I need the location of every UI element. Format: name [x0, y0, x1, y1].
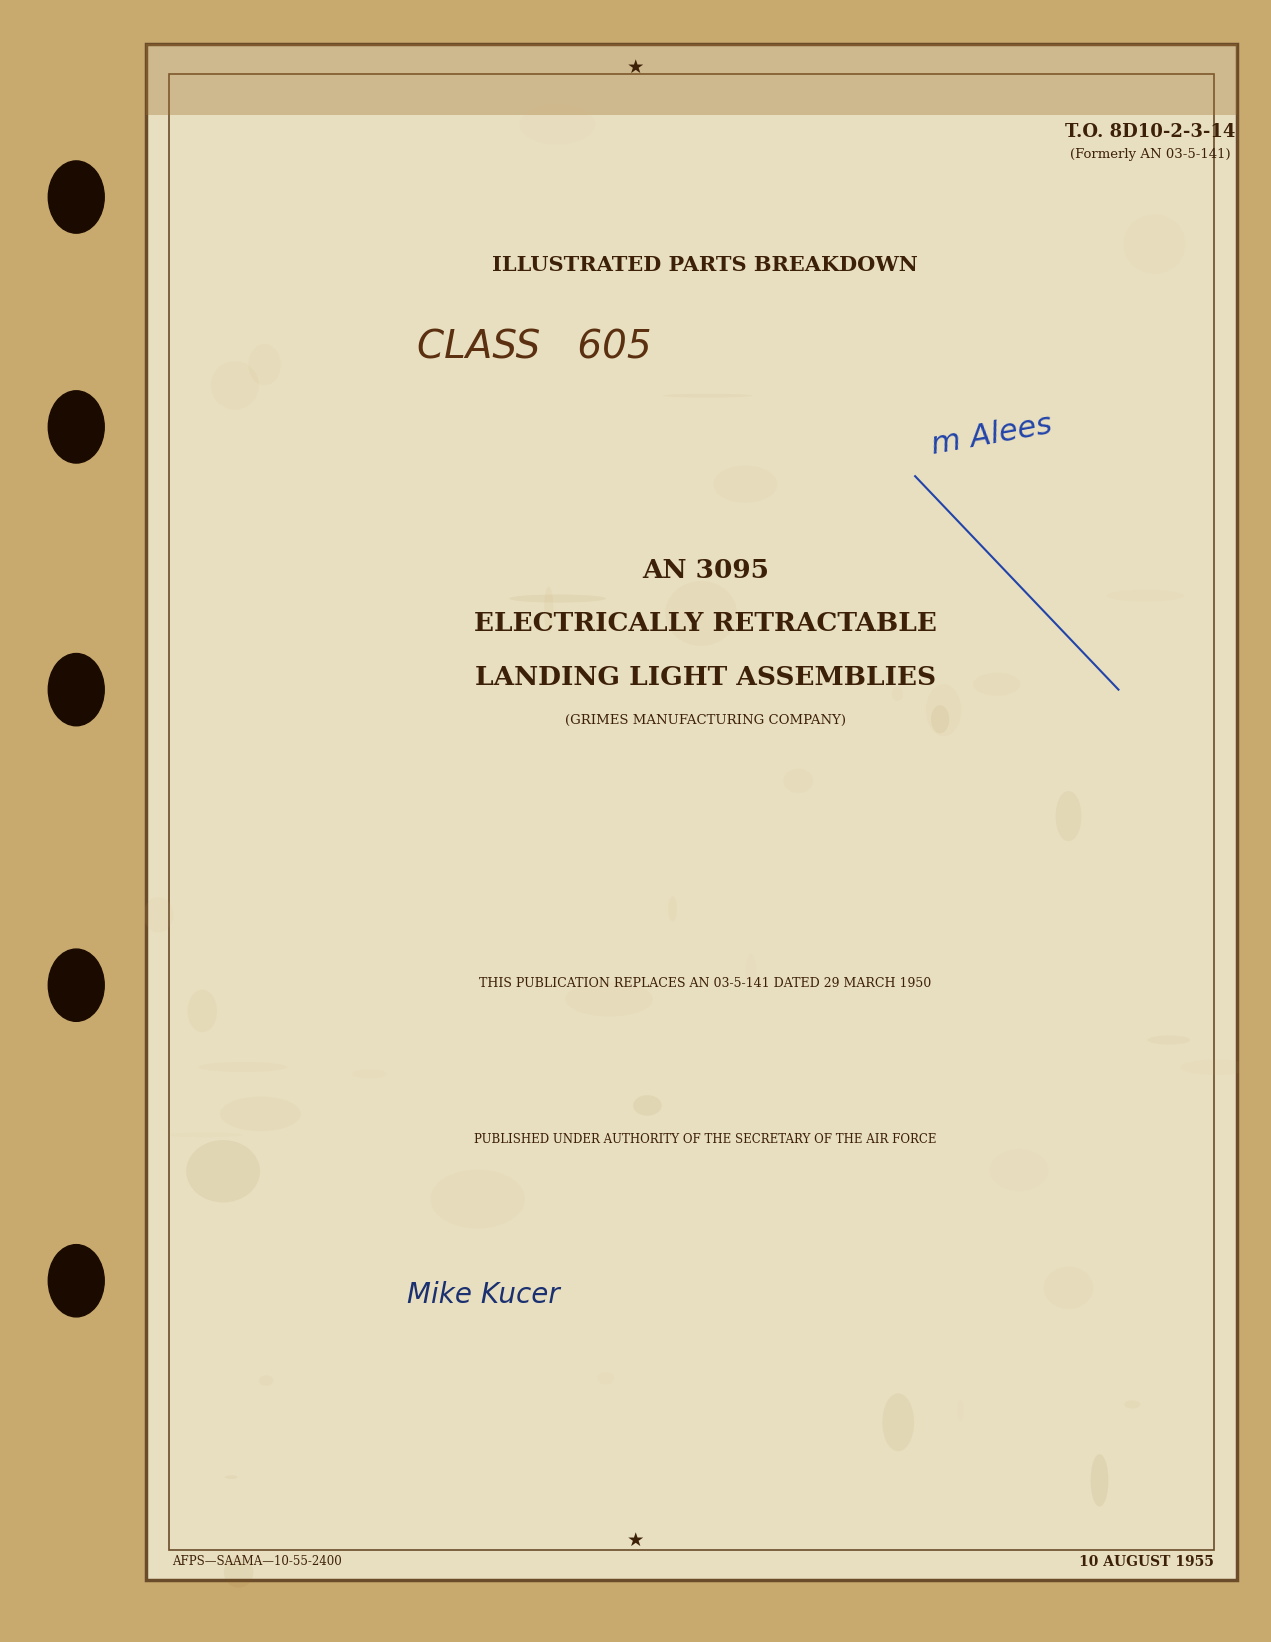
- Ellipse shape: [211, 361, 259, 409]
- Ellipse shape: [974, 673, 1021, 696]
- Ellipse shape: [198, 1062, 287, 1072]
- Bar: [146, 44, 1237, 1580]
- Ellipse shape: [566, 982, 653, 1016]
- Text: 10 AUGUST 1955: 10 AUGUST 1955: [1079, 1555, 1214, 1570]
- Ellipse shape: [431, 1169, 525, 1228]
- Circle shape: [48, 161, 104, 233]
- Text: CLASS   605: CLASS 605: [417, 328, 651, 366]
- Text: m Alees: m Alees: [929, 410, 1054, 460]
- Ellipse shape: [1125, 1401, 1140, 1409]
- Ellipse shape: [544, 586, 553, 632]
- Ellipse shape: [669, 897, 677, 921]
- Ellipse shape: [187, 1140, 261, 1202]
- Bar: [146, 44, 1237, 115]
- Ellipse shape: [882, 1394, 914, 1452]
- Text: LANDING LIGHT ASSEMBLIES: LANDING LIGHT ASSEMBLIES: [475, 665, 935, 690]
- Ellipse shape: [1043, 1266, 1093, 1309]
- Circle shape: [48, 654, 104, 726]
- Ellipse shape: [259, 1376, 273, 1386]
- Ellipse shape: [892, 686, 902, 701]
- Ellipse shape: [510, 594, 606, 603]
- Ellipse shape: [144, 897, 173, 933]
- Text: ILLUSTRATED PARTS BREAKDOWN: ILLUSTRATED PARTS BREAKDOWN: [492, 255, 919, 274]
- Text: (Formerly AN 03-5-141): (Formerly AN 03-5-141): [1070, 148, 1230, 161]
- Text: AN 3095: AN 3095: [642, 558, 769, 583]
- Ellipse shape: [930, 704, 949, 734]
- Circle shape: [48, 1245, 104, 1317]
- Ellipse shape: [225, 1476, 238, 1479]
- Circle shape: [48, 391, 104, 463]
- Text: Mike Kucer: Mike Kucer: [407, 1281, 559, 1309]
- Text: AFPS—SAAMA—10-55-2400: AFPS—SAAMA—10-55-2400: [172, 1555, 342, 1568]
- Text: (GRIMES MANUFACTURING COMPANY): (GRIMES MANUFACTURING COMPANY): [564, 714, 846, 727]
- Circle shape: [48, 949, 104, 1021]
- Ellipse shape: [188, 990, 217, 1033]
- Text: T.O. 8D10-2-3-14: T.O. 8D10-2-3-14: [1065, 123, 1235, 141]
- Ellipse shape: [248, 345, 281, 386]
- Text: PUBLISHED UNDER AUTHORITY OF THE SECRETARY OF THE AIR FORCE: PUBLISHED UNDER AUTHORITY OF THE SECRETA…: [474, 1133, 937, 1146]
- Ellipse shape: [633, 1095, 662, 1117]
- Ellipse shape: [1056, 791, 1082, 841]
- Text: THIS PUBLICATION REPLACES AN 03-5-141 DATED 29 MARCH 1950: THIS PUBLICATION REPLACES AN 03-5-141 DA…: [479, 977, 932, 990]
- Text: ★: ★: [627, 57, 644, 77]
- Ellipse shape: [224, 1558, 253, 1588]
- Text: ★: ★: [627, 1530, 644, 1550]
- Ellipse shape: [783, 768, 813, 793]
- Ellipse shape: [665, 581, 737, 645]
- Ellipse shape: [1091, 1455, 1108, 1507]
- Bar: [169, 74, 1214, 1550]
- Text: ELECTRICALLY RETRACTABLE: ELECTRICALLY RETRACTABLE: [474, 611, 937, 635]
